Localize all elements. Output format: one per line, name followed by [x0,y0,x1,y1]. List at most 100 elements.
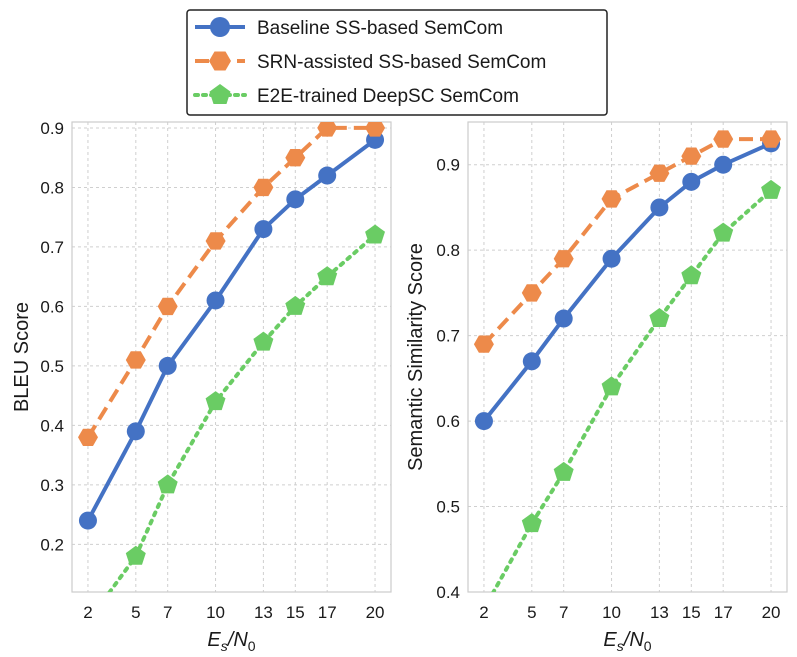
data-point-srn [713,130,734,148]
y-tick-label: 0.4 [40,416,64,435]
x-tick-label: 2 [83,603,92,622]
x-tick-label: 5 [131,603,140,622]
x-tick-label: 10 [206,603,225,622]
bleu-chart-panel: 2 5 7 10 13 15 17 20 0.2 0.3 0.4 0.5 0.6 0.7 0.8 0.9 BLE… [11,119,392,654]
y-tick-label: 0.8 [40,178,64,197]
grid-lines [72,122,391,592]
y-tick-label: 0.5 [436,498,460,517]
x-axis-label-part: E [207,629,221,651]
data-point-srn [365,122,386,137]
series-line-e2e [491,188,773,592]
y-axis-label: BLEU Score [11,302,33,412]
data-point-srn [473,335,494,353]
x-tick-label: 20 [762,603,781,622]
data-point-e2e [285,295,306,315]
data-point-baseline [206,291,225,310]
x-axis-label-sub: 0 [644,638,652,654]
data-point-e2e [761,179,781,199]
data-point-baseline [650,198,669,217]
y-tick-label: 0.5 [40,357,64,376]
series-layer [78,122,386,592]
data-point-srn [521,284,542,302]
data-point-baseline [602,249,621,268]
data-point-e2e [125,545,146,565]
x-tick-label: 20 [366,603,385,622]
data-point-e2e [205,391,226,411]
data-point-e2e [521,513,542,533]
y-tick-label: 0.7 [40,238,64,257]
legend-marker-e2e [209,84,231,104]
series-line-baseline [86,138,377,522]
x-axis-label-part: /N [226,629,249,651]
legend-label-srn: SRN-assisted SS-based SemCom [257,52,546,73]
y-tick-label: 0.8 [436,241,460,260]
x-axis-label-sub: 0 [248,638,256,654]
data-point-e2e [253,331,274,351]
series-layer [473,130,781,592]
series-srn [473,130,781,353]
data-point-e2e [649,308,670,327]
legend-entry-baseline: Baseline SS-based SemCom [195,17,503,39]
y-tick-label: 0.7 [436,327,460,346]
data-point-srn [125,351,146,369]
data-point-baseline [554,309,573,328]
legend-marker-baseline [210,17,230,37]
x-tick-label: 13 [650,603,669,622]
legend-marker-srn [209,51,231,71]
x-tick-label: 10 [602,603,621,622]
data-point-e2e [601,376,622,396]
data-point-baseline [254,220,273,239]
data-point-e2e [713,222,734,242]
x-axis-label: Es/N0 [207,629,255,654]
data-point-baseline [714,155,733,174]
data-point-srn [205,232,226,250]
x-tick-label: 17 [714,603,733,622]
data-point-baseline [126,422,145,441]
y-tick-label: 0.6 [436,412,460,431]
x-axis-label-part: /N [622,629,645,651]
data-point-srn [761,130,781,148]
data-point-srn [285,149,306,167]
data-point-srn [553,250,574,268]
data-point-baseline [286,190,305,209]
legend: Baseline SS-based SemCom SRN-assisted SS… [186,9,608,116]
legend-entry-e2e: E2E-trained DeepSC SemCom [193,84,519,107]
series-baseline [474,134,781,431]
data-point-srn [601,190,622,208]
legend-entry-srn: SRN-assisted SS-based SemCom [195,51,546,73]
data-point-srn [681,147,702,165]
series-line-srn [482,137,771,346]
x-tick-label: 7 [163,603,172,622]
data-point-srn [253,178,274,197]
x-axis-label-sub: s [221,638,228,654]
series-e2e [491,179,781,592]
data-point-srn [317,122,338,137]
x-axis-label: Es/N0 [603,629,651,654]
data-point-e2e [157,474,178,494]
data-point-e2e [553,461,574,481]
x-axis-label-part: E [603,629,617,651]
data-point-baseline [78,511,97,530]
y-tick-label: 0.3 [40,476,64,495]
x-axis-label-sub: s [617,638,624,654]
similarity-chart-panel: 2 5 7 10 13 15 17 20 0.4 0.5 0.6 0.7 0.8 0.9 Semantic … [405,121,788,654]
x-tick-label: 17 [318,603,337,622]
data-point-srn [157,297,178,316]
data-point-e2e [365,224,385,244]
plot-frame [467,121,788,593]
y-tick-label: 0.6 [40,297,64,316]
legend-frame [186,9,608,116]
x-tick-label: 15 [286,603,305,622]
series-e2e [107,224,385,592]
data-point-e2e [317,266,338,286]
y-tick-label: 0.2 [40,535,64,554]
series-line-baseline [482,141,772,423]
data-point-srn [649,164,670,182]
data-point-baseline [522,352,541,371]
plot-frame [71,121,392,593]
data-point-baseline [682,172,701,191]
series-srn [78,122,386,446]
data-point-baseline [318,166,337,185]
y-axis-label: Semantic Similarity Score [405,243,427,471]
